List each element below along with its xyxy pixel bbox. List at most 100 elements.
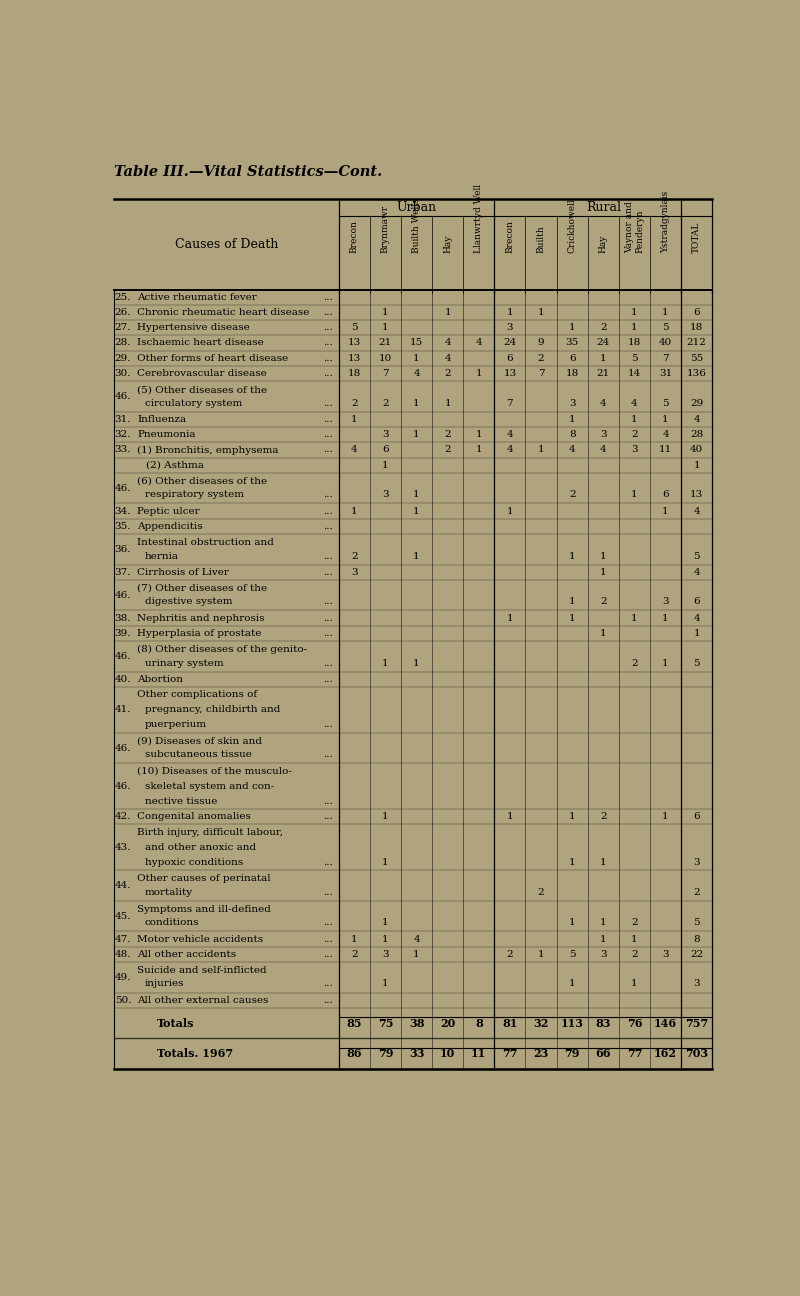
Text: 6: 6	[694, 597, 700, 607]
Text: 2: 2	[569, 490, 575, 499]
Text: 1: 1	[382, 308, 389, 318]
Text: 1: 1	[414, 490, 420, 499]
Text: 3: 3	[631, 446, 638, 455]
Text: ...: ...	[322, 629, 333, 638]
Text: 1: 1	[382, 461, 389, 469]
Text: 1: 1	[600, 629, 606, 638]
Text: 35: 35	[566, 338, 578, 347]
Text: urinary system: urinary system	[145, 658, 223, 667]
Text: 2: 2	[351, 552, 358, 561]
Text: 18: 18	[690, 323, 703, 332]
Text: 76: 76	[626, 1017, 642, 1029]
Text: 1: 1	[351, 415, 358, 424]
Text: skeletal system and con-: skeletal system and con-	[145, 781, 274, 791]
Text: ...: ...	[322, 338, 333, 347]
Text: 30.: 30.	[114, 369, 131, 378]
Text: 4: 4	[569, 446, 575, 455]
Text: 7: 7	[506, 399, 514, 408]
Text: Other forms of heart disease: Other forms of heart disease	[138, 354, 288, 363]
Text: All other accidents: All other accidents	[138, 950, 236, 959]
Text: 1: 1	[694, 629, 700, 638]
Text: 1: 1	[569, 597, 575, 607]
Text: 11: 11	[471, 1048, 486, 1059]
Text: 25.: 25.	[114, 293, 131, 302]
Text: 5: 5	[694, 552, 700, 561]
Text: Cerebrovascular disease: Cerebrovascular disease	[138, 369, 267, 378]
Text: 1: 1	[569, 415, 575, 424]
Text: 6: 6	[506, 354, 514, 363]
Text: 81: 81	[502, 1017, 518, 1029]
Text: 7: 7	[538, 369, 544, 378]
Text: Hyperplasia of prostate: Hyperplasia of prostate	[138, 629, 262, 638]
Text: ...: ...	[322, 980, 333, 989]
Text: 4: 4	[444, 338, 451, 347]
Text: 1: 1	[414, 507, 420, 516]
Text: Abortion: Abortion	[138, 675, 183, 684]
Text: ...: ...	[322, 323, 333, 332]
Text: 85: 85	[346, 1017, 362, 1029]
Text: 4: 4	[694, 415, 700, 424]
Text: 4: 4	[631, 399, 638, 408]
Text: 2: 2	[351, 399, 358, 408]
Text: 77: 77	[626, 1048, 642, 1059]
Text: ...: ...	[322, 858, 333, 867]
Text: 38: 38	[409, 1017, 424, 1029]
Text: 22: 22	[690, 950, 703, 959]
Text: 39.: 39.	[114, 629, 131, 638]
Text: 1: 1	[600, 354, 606, 363]
Text: Hay: Hay	[598, 235, 608, 253]
Text: 75: 75	[378, 1017, 393, 1029]
Text: Congenital anomalies: Congenital anomalies	[138, 813, 251, 822]
Text: 1: 1	[414, 658, 420, 667]
Text: (9) Diseases of skin and: (9) Diseases of skin and	[138, 737, 262, 745]
Text: 4: 4	[600, 399, 606, 408]
Text: 3: 3	[600, 430, 606, 439]
Text: puerperium: puerperium	[145, 721, 207, 730]
Text: 146: 146	[654, 1017, 677, 1029]
Text: 11: 11	[659, 446, 672, 455]
Text: 27.: 27.	[114, 323, 131, 332]
Text: ...: ...	[322, 813, 333, 822]
Text: ...: ...	[322, 658, 333, 667]
Text: 48.: 48.	[114, 950, 131, 959]
Text: 5: 5	[662, 323, 669, 332]
Text: 38.: 38.	[114, 613, 131, 622]
Text: 1: 1	[506, 507, 514, 516]
Text: 13: 13	[348, 338, 361, 347]
Text: (8) Other diseases of the genito-: (8) Other diseases of the genito-	[138, 645, 307, 654]
Text: 8: 8	[569, 430, 575, 439]
Text: 2: 2	[538, 354, 544, 363]
Text: 1: 1	[631, 415, 638, 424]
Text: 1: 1	[382, 980, 389, 989]
Text: 1: 1	[382, 323, 389, 332]
Text: 3: 3	[600, 950, 606, 959]
Text: Symptoms and ill-defined: Symptoms and ill-defined	[138, 905, 271, 914]
Text: 29: 29	[690, 399, 703, 408]
Text: ...: ...	[322, 675, 333, 684]
Text: 5: 5	[351, 323, 358, 332]
Text: 35.: 35.	[114, 522, 131, 531]
Text: 1: 1	[538, 446, 544, 455]
Text: 15: 15	[410, 338, 423, 347]
Text: 2: 2	[631, 430, 638, 439]
Text: 1: 1	[506, 813, 514, 822]
Text: 1: 1	[444, 308, 451, 318]
Text: 3: 3	[506, 323, 514, 332]
Text: 2: 2	[600, 813, 606, 822]
Text: 3: 3	[662, 950, 669, 959]
Text: ...: ...	[322, 308, 333, 318]
Text: Other complications of: Other complications of	[138, 691, 258, 699]
Text: Rural: Rural	[586, 201, 621, 214]
Text: 5: 5	[569, 950, 575, 959]
Text: Hay: Hay	[443, 235, 452, 253]
Text: ...: ...	[322, 490, 333, 499]
Text: Totals: Totals	[157, 1017, 194, 1029]
Text: 4: 4	[506, 446, 514, 455]
Text: 83: 83	[595, 1017, 611, 1029]
Text: 1: 1	[506, 613, 514, 622]
Text: 23: 23	[534, 1048, 549, 1059]
Text: 66: 66	[595, 1048, 611, 1059]
Text: 33: 33	[409, 1048, 424, 1059]
Text: ...: ...	[322, 369, 333, 378]
Text: 1: 1	[382, 919, 389, 928]
